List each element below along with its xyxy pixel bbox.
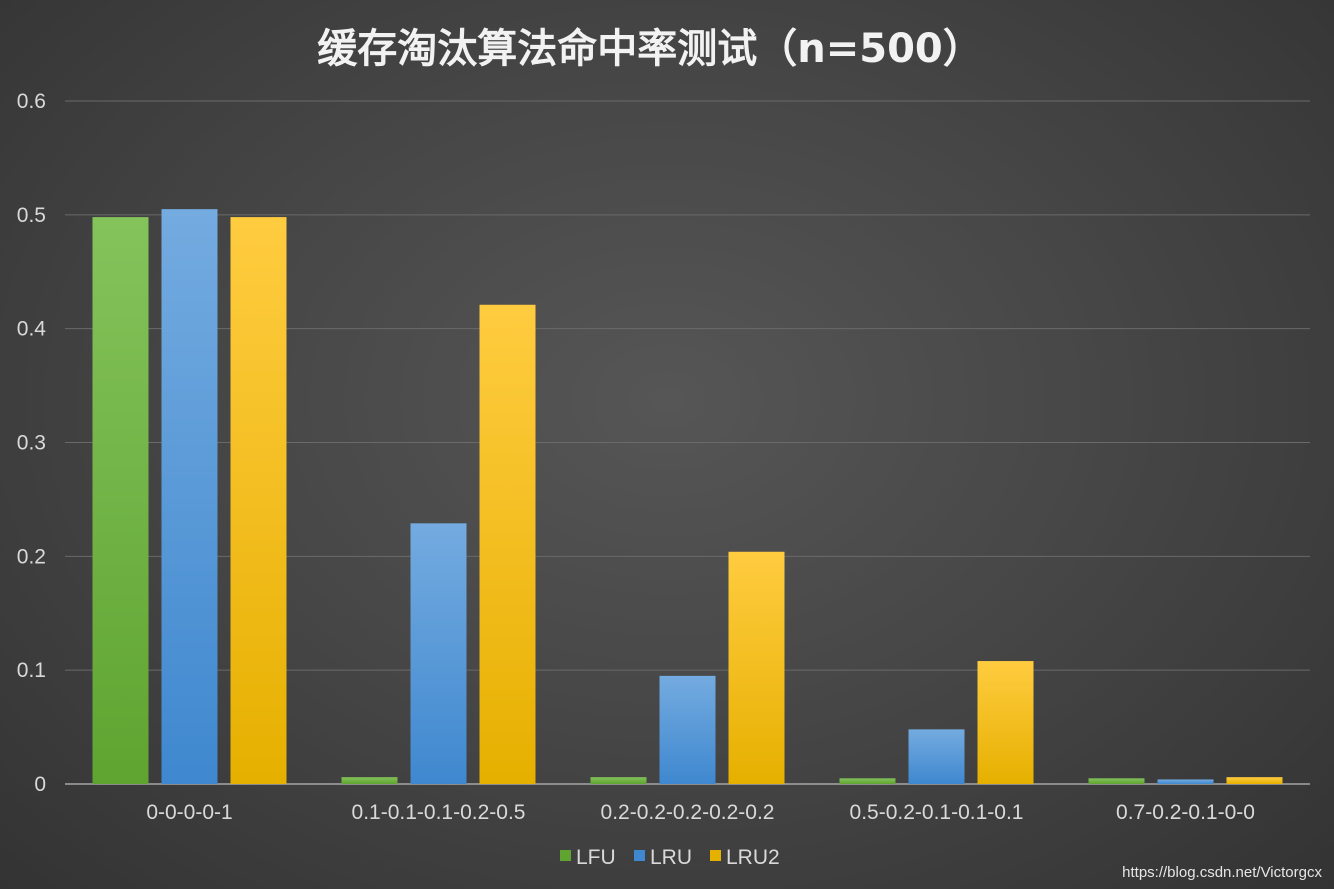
legend-swatch-lfu <box>560 850 571 861</box>
x-category-label: 0.1-0.1-0.1-0.2-0.5 <box>352 801 526 824</box>
bar-lfu-2 <box>590 777 647 784</box>
bar-lru-0 <box>161 209 218 784</box>
x-category-label: 0.5-0.2-0.1-0.1-0.1 <box>850 801 1024 824</box>
bar-lfu-4 <box>1088 778 1145 784</box>
bar-lru-2 <box>659 675 716 784</box>
bar-lru2-4 <box>1226 777 1283 784</box>
bar-lfu-1 <box>341 777 398 784</box>
bar-lru-3 <box>908 729 965 784</box>
y-tick-label: 0.4 <box>17 318 47 341</box>
y-axis-ticks: 0 0.1 0.2 0.3 0.4 0.5 0.6 <box>17 90 47 796</box>
y-tick-label: 0.1 <box>17 659 46 682</box>
watermark: https://blog.csdn.net/Victorgcx <box>1122 864 1322 881</box>
y-tick-label: 0 <box>34 773 46 796</box>
bar-lru-1 <box>410 523 467 784</box>
bar-lfu-0 <box>92 217 149 785</box>
y-tick-label: 0.6 <box>17 90 46 113</box>
x-category-label: 0-0-0-0-1 <box>146 801 232 824</box>
legend-swatch-lru <box>634 850 645 861</box>
legend-label-lru: LRU <box>650 846 692 869</box>
bar-lru2-0 <box>230 217 287 785</box>
bar-lru2-3 <box>977 661 1034 784</box>
y-tick-label: 0.5 <box>17 204 46 227</box>
legend-label-lru2: LRU2 <box>726 846 780 869</box>
bars <box>92 209 1283 785</box>
chart-title: 缓存淘汰算法命中率测试（n=500） <box>317 26 983 72</box>
y-tick-label: 0.2 <box>17 545 46 568</box>
bar-lru2-2 <box>728 551 785 784</box>
x-category-label: 0.2-0.2-0.2-0.2-0.2 <box>601 801 775 824</box>
bar-lru-4 <box>1157 779 1214 784</box>
bar-lru2-1 <box>479 304 536 784</box>
x-category-label: 0.7-0.2-0.1-0-0 <box>1116 801 1255 824</box>
x-axis-categories: 0-0-0-0-1 0.1-0.1-0.1-0.2-0.5 0.2-0.2-0.2-… <box>146 801 1255 824</box>
y-tick-label: 0.3 <box>17 432 46 455</box>
legend-swatch-lru2 <box>710 850 721 861</box>
bar-lfu-3 <box>839 778 896 784</box>
legend-label-lfu: LFU <box>576 846 616 869</box>
legend: LFU LRU LRU2 <box>560 846 780 869</box>
